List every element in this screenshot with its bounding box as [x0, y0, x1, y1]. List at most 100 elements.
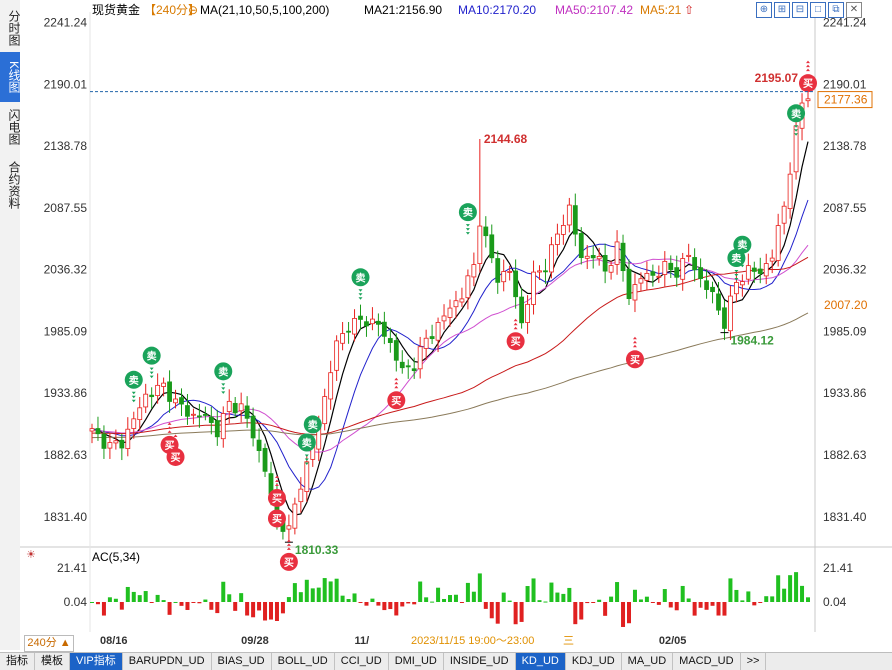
ac-bar: [406, 602, 411, 604]
sidebar-tab-2[interactable]: 闪电图: [7, 109, 21, 145]
indicator-tab-12[interactable]: MACD_UD: [673, 653, 741, 670]
indicator-tab-10[interactable]: KDJ_UD: [566, 653, 622, 670]
sidebar-tab-3[interactable]: 合约资料: [7, 161, 21, 209]
indicator-gear-icon: ☀: [26, 549, 36, 561]
buy-signal-badge: [799, 74, 817, 93]
ac-bar: [424, 597, 429, 602]
ac-bar: [489, 602, 494, 619]
candle-body: [322, 396, 328, 425]
candle-body: [745, 265, 751, 280]
close-icon[interactable]: ✕: [846, 2, 862, 18]
signal-arrow: [274, 479, 279, 482]
low-label-3: 1984.12: [730, 334, 774, 348]
ac-bar: [477, 573, 482, 602]
signal-arrow: [513, 326, 518, 330]
signal-arrow: [806, 60, 810, 64]
zoom-in-icon[interactable]: ⊞: [774, 2, 790, 18]
candle-body: [543, 270, 548, 273]
candle-body: [304, 461, 310, 492]
candle-body: [381, 321, 387, 337]
signal-label: 买: [165, 440, 175, 452]
candle-body: [722, 307, 727, 329]
candle-body: [95, 428, 101, 435]
header-text-4: MA21:2156.90: [364, 3, 442, 17]
ac-bar: [125, 586, 130, 602]
sidebar-tab-0[interactable]: 分时图: [7, 10, 21, 46]
ac-bar: [155, 594, 160, 602]
signal-arrow: [513, 322, 518, 326]
candle-body: [214, 420, 220, 438]
square-icon[interactable]: □: [810, 2, 826, 18]
ac-bar: [698, 602, 703, 608]
buy-signal-badge: [166, 447, 185, 466]
indicator-tab-4[interactable]: BIAS_UD: [212, 653, 272, 670]
y-tick-right-3: 2087.55: [823, 201, 867, 215]
candle-body: [435, 322, 441, 341]
sell-signal-badge: [733, 235, 752, 254]
crosshair-timestamp: 2023/11/15 19:00～23:00: [411, 635, 534, 647]
indicator-tab-0[interactable]: 指标: [0, 653, 35, 670]
candle-body: [387, 338, 393, 343]
indicator-tab-9[interactable]: KD_UD: [515, 653, 566, 670]
candle-body: [232, 402, 238, 414]
candle-body: [602, 255, 608, 272]
signal-label: 买: [272, 493, 282, 505]
y-tick-right-7: 1882.63: [823, 448, 867, 462]
candle-body: [250, 415, 256, 439]
candle-body: [262, 447, 268, 472]
candlestick-chart[interactable]: 2241.24 2241.24 2190.01 2190.01 2138.78 2138.…: [0, 0, 892, 652]
signal-arrow: [734, 270, 739, 273]
restore-icon[interactable]: ⧉: [828, 2, 844, 18]
y-tick-left-8: 1831.40: [44, 510, 88, 524]
candle-body: [137, 407, 143, 421]
ac-bar: [806, 597, 810, 602]
candle-body: [149, 394, 155, 398]
signal-arrow: [286, 539, 291, 542]
indicator-tab-2[interactable]: VIP指标: [70, 653, 123, 670]
candle-body: [370, 318, 375, 325]
candle-body: [244, 405, 250, 419]
signal-arrow: [304, 458, 309, 461]
ac-bar: [263, 602, 268, 621]
signal-arrow: [358, 289, 363, 292]
indicator-tab-11[interactable]: MA_UD: [622, 653, 674, 670]
indicator-tab-7[interactable]: DMI_UD: [389, 653, 444, 670]
candle-body: [238, 403, 244, 412]
y-tick-right-5: 1985.09: [823, 324, 867, 338]
indicator-tab-5[interactable]: BOLL_UD: [272, 653, 335, 670]
ac-bar: [561, 593, 566, 602]
candle-body: [614, 241, 620, 265]
zoom-out-icon[interactable]: ⊟: [792, 2, 808, 18]
ac-bar: [638, 599, 643, 602]
ac-bar: [358, 602, 363, 603]
ac-bar: [794, 572, 799, 602]
ac-bar: [107, 597, 112, 602]
signal-arrow: [465, 228, 470, 231]
header-up-arrow-icon: ⇧: [684, 3, 694, 17]
indicator-tab-3[interactable]: BARUPDN_UD: [123, 653, 212, 670]
candle-body: [710, 286, 715, 293]
signal-arrow: [734, 278, 739, 281]
indicator-tab-8[interactable]: INSIDE_UD: [444, 653, 516, 670]
candle-body: [328, 372, 334, 400]
sidebar-tab-1[interactable]: K线图: [0, 52, 21, 102]
signal-arrow: [632, 336, 637, 340]
header-text-1: 【240分】: [144, 3, 200, 17]
y-tick-left-4: 2036.32: [44, 263, 88, 277]
ac-bar: [370, 598, 375, 602]
crosshair-icon[interactable]: ⊕: [756, 2, 772, 18]
sell-signal-badge: [124, 370, 143, 389]
y-tick-left-6: 1933.86: [44, 386, 88, 400]
header-text-6: MA50:2107.42: [555, 3, 633, 17]
signal-arrow: [167, 426, 172, 429]
signal-arrow: [632, 340, 637, 344]
sell-signal-badge: [351, 268, 370, 287]
signal-label: 买: [284, 557, 294, 569]
signal-arrow: [221, 387, 226, 390]
indicator-tab-13[interactable]: >>: [741, 653, 767, 670]
indicator-tab-6[interactable]: CCI_UD: [335, 653, 389, 670]
period-selector[interactable]: 240分 ▲: [24, 635, 74, 652]
ac-bar: [310, 588, 315, 602]
indicator-tab-1[interactable]: 模板: [35, 653, 70, 670]
ac-bar: [119, 602, 124, 610]
